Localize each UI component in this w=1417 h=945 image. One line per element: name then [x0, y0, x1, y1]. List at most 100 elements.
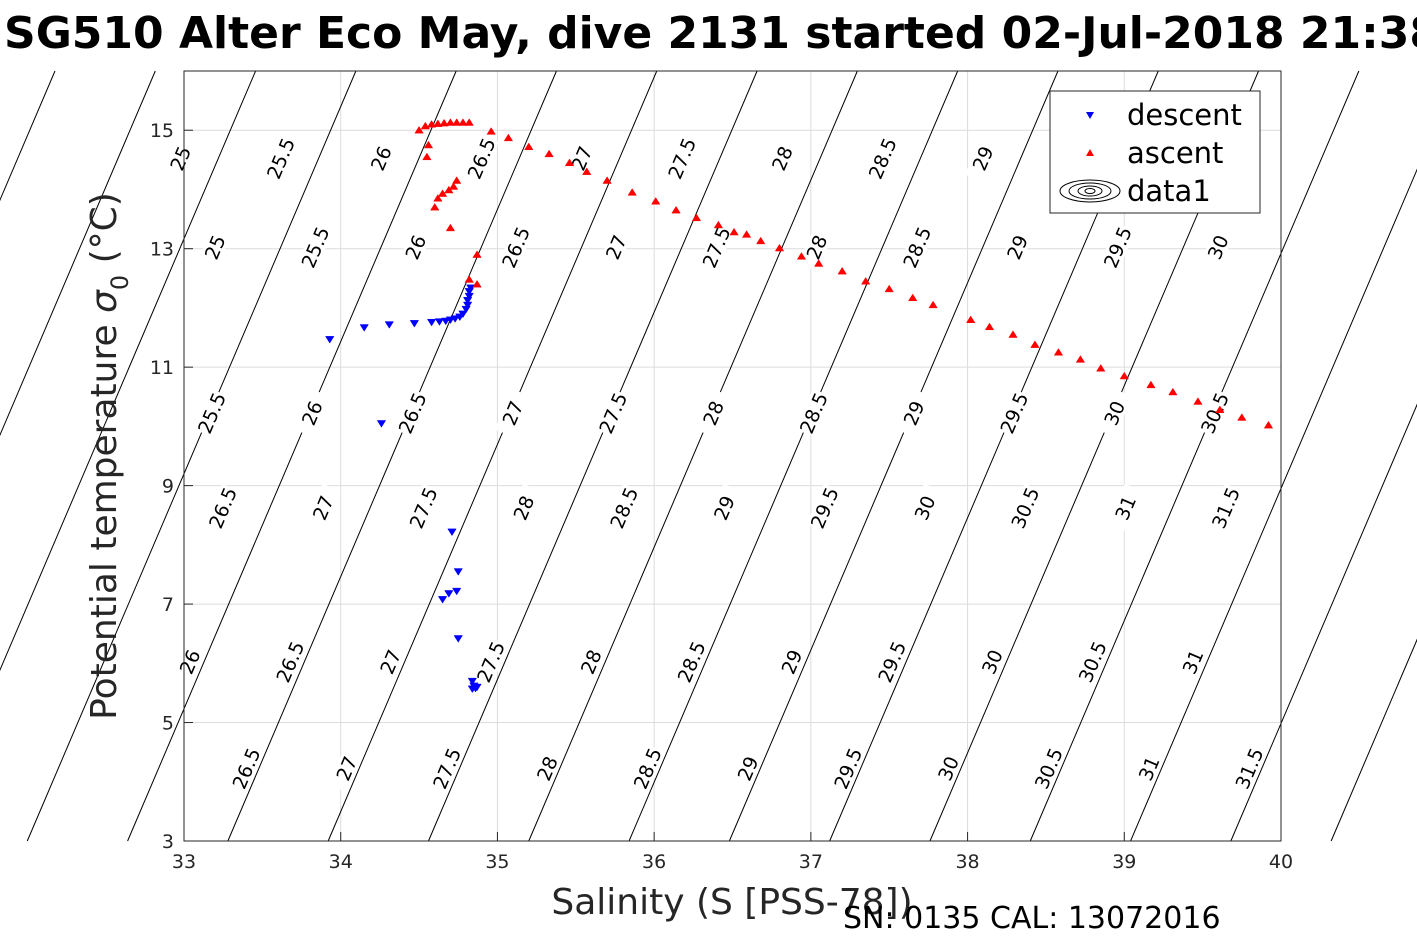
svg-text:27.5: 27.5: [406, 484, 443, 532]
density-contour: [26, 70, 357, 842]
ascent-point: [627, 188, 637, 196]
ascent-point: [1237, 413, 1247, 421]
density-contour: [1230, 403, 1417, 842]
ascent-point: [1008, 330, 1018, 338]
y-tick-label: 11: [150, 357, 174, 379]
density-contour: [728, 70, 1059, 842]
descent-point: [384, 321, 394, 329]
ascent-point: [464, 118, 474, 126]
contour-label: 27.5: [663, 134, 701, 182]
x-axis-label: Salinity (S [PSS-78]): [551, 882, 912, 923]
contour-label: 31: [1130, 744, 1167, 793]
svg-text:28.5: 28.5: [899, 224, 936, 272]
density-contour: [0, 70, 56, 202]
legend-marker-contour: [1077, 185, 1103, 197]
ascent-point: [414, 125, 424, 134]
ascent-point: [691, 213, 702, 222]
contour-label: 30.5: [1007, 483, 1044, 532]
contour-label: 30: [1096, 388, 1133, 438]
legend: descent ascent data1: [1049, 90, 1261, 214]
density-contour: [0, 70, 257, 672]
descent-point: [325, 336, 335, 344]
svg-text:29.5: 29.5: [830, 745, 867, 793]
contour-label: 25.5: [262, 134, 300, 182]
descent-point: [450, 315, 460, 323]
contour-label: 29.5: [996, 388, 1034, 438]
plot-frame: [183, 70, 1282, 842]
contour-label: 28.5: [795, 388, 833, 437]
descent-point: [453, 635, 463, 643]
contour-label: 27.5: [428, 744, 466, 793]
descent-point: [447, 528, 457, 537]
contour-label: 27.5: [698, 222, 736, 272]
density-contour: [1130, 168, 1417, 842]
svg-text:25.5: 25.5: [298, 224, 335, 272]
ascent-point: [426, 120, 437, 128]
descent-point: [452, 587, 462, 596]
descent-point: [467, 685, 478, 694]
contour-label: 30.5: [1196, 388, 1234, 438]
contour-label: 25: [196, 222, 233, 272]
ascent-point: [458, 118, 468, 126]
contour-label: 28: [695, 388, 731, 438]
svg-text:28.5: 28.5: [606, 484, 643, 532]
contour-label: 30.5: [1030, 744, 1068, 793]
contour-label: 29: [729, 744, 766, 793]
ascent-point: [1096, 364, 1106, 372]
svg-text:28.5: 28.5: [630, 745, 667, 793]
svg-text:27.5: 27.5: [595, 390, 632, 438]
descent-point: [409, 320, 420, 328]
descent-point: [458, 310, 468, 319]
svg-text:31.5: 31.5: [1232, 745, 1269, 793]
ascent-point: [1263, 420, 1274, 429]
ascent-point: [1193, 397, 1203, 405]
svg-text:28.5: 28.5: [865, 135, 902, 183]
ascent-point: [1215, 405, 1225, 413]
ascent-point: [671, 205, 681, 214]
x-tick-label: 34: [329, 851, 353, 873]
ascent-point: [729, 227, 739, 236]
contour-label: 27.5: [405, 483, 443, 532]
ascent-point: [422, 152, 432, 161]
x-tick-label: 38: [955, 851, 979, 873]
ascent-point: [448, 182, 459, 190]
ascent-point: [452, 176, 462, 184]
ascent-point: [564, 158, 575, 166]
x-tick-label: 33: [172, 851, 196, 873]
svg-text:27.5: 27.5: [429, 745, 466, 793]
ascent-point: [774, 243, 785, 252]
ascent-point: [741, 230, 752, 238]
contour-label: 31.5: [1207, 483, 1245, 532]
contour-label: 27: [598, 222, 634, 272]
y-tick-label: 13: [150, 239, 174, 261]
svg-text:26.5: 26.5: [498, 224, 535, 272]
contour-label: 28.5: [899, 222, 936, 272]
density-contour: [1330, 638, 1417, 842]
contour-label: 29: [895, 388, 932, 438]
ascent-point: [756, 236, 766, 245]
ascent-point: [430, 202, 440, 211]
contour-label: 27: [494, 388, 531, 438]
y-tick-label: 15: [150, 120, 174, 142]
calibration-info: SN: 0135 CAL: 13072016: [843, 901, 1221, 936]
svg-text:27.5: 27.5: [699, 224, 736, 272]
contour-label: 29: [706, 483, 742, 532]
ascent-point: [651, 197, 661, 205]
legend-label: descent: [1127, 98, 1242, 132]
contour-label: 31.5: [1231, 744, 1269, 793]
descent-point: [359, 324, 369, 332]
descent-point: [376, 420, 387, 428]
contour-label: 30: [1199, 222, 1236, 272]
density-contour: [327, 70, 658, 842]
svg-text:31.5: 31.5: [1208, 484, 1245, 532]
svg-text:25.5: 25.5: [194, 390, 231, 438]
ascent-point: [713, 220, 724, 229]
contour-label: 28.5: [629, 744, 667, 793]
ascent-point: [452, 118, 462, 126]
density-contour: [0, 70, 156, 437]
svg-text:29.5: 29.5: [997, 390, 1034, 438]
x-tick-label: 35: [485, 851, 509, 873]
legend-marker-ascent: [1086, 149, 1094, 156]
svg-text:30.5: 30.5: [1197, 390, 1234, 438]
